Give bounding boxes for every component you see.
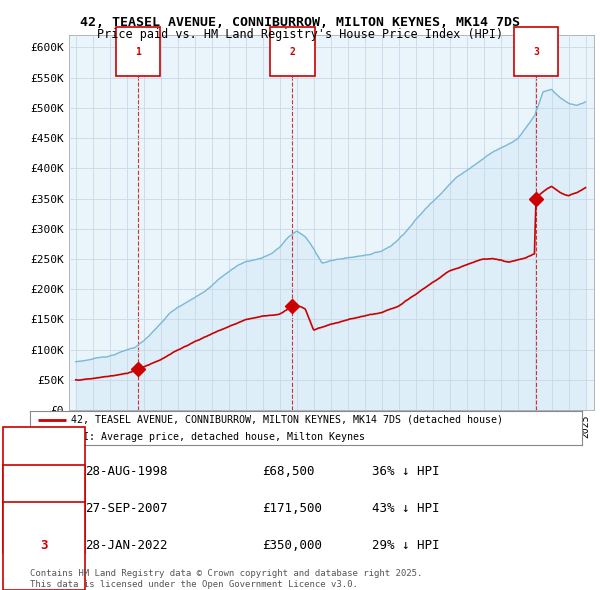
Text: 43% ↓ HPI: 43% ↓ HPI (372, 502, 440, 515)
Text: £68,500: £68,500 (262, 465, 314, 478)
Text: HPI: Average price, detached house, Milton Keynes: HPI: Average price, detached house, Milt… (71, 432, 365, 442)
Text: £171,500: £171,500 (262, 502, 322, 515)
Text: 1: 1 (135, 47, 141, 57)
Text: 27-SEP-2007: 27-SEP-2007 (85, 502, 168, 515)
Text: Contains HM Land Registry data © Crown copyright and database right 2025.
This d: Contains HM Land Registry data © Crown c… (30, 569, 422, 589)
Text: 3: 3 (533, 47, 539, 57)
Text: 28-JAN-2022: 28-JAN-2022 (85, 539, 168, 552)
Text: 29% ↓ HPI: 29% ↓ HPI (372, 539, 440, 552)
Text: 42, TEASEL AVENUE, CONNIBURROW, MILTON KEYNES, MK14 7DS: 42, TEASEL AVENUE, CONNIBURROW, MILTON K… (80, 16, 520, 29)
Text: 2: 2 (289, 47, 295, 57)
Text: 1: 1 (40, 465, 47, 478)
Text: 42, TEASEL AVENUE, CONNIBURROW, MILTON KEYNES, MK14 7DS (detached house): 42, TEASEL AVENUE, CONNIBURROW, MILTON K… (71, 415, 503, 425)
Text: 28-AUG-1998: 28-AUG-1998 (85, 465, 168, 478)
Text: 3: 3 (40, 539, 47, 552)
Text: £350,000: £350,000 (262, 539, 322, 552)
Text: 36% ↓ HPI: 36% ↓ HPI (372, 465, 440, 478)
Text: 2: 2 (40, 502, 47, 515)
Text: Price paid vs. HM Land Registry's House Price Index (HPI): Price paid vs. HM Land Registry's House … (97, 28, 503, 41)
